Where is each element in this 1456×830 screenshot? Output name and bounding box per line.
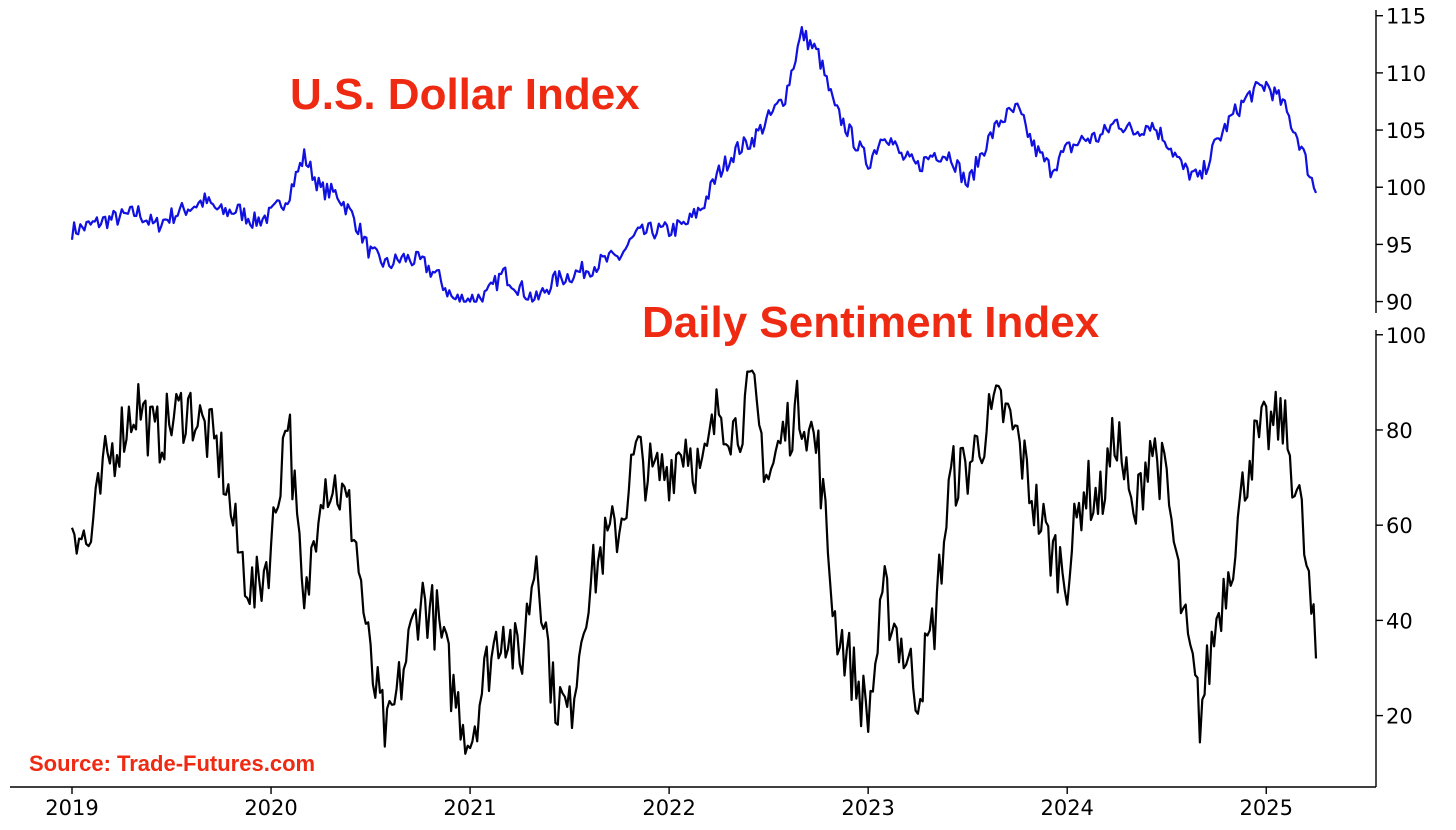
x-tick-label: 2021: [443, 796, 496, 820]
sentiment-y-tick-label: 40: [1386, 609, 1413, 633]
sentiment-y-tick-label: 80: [1386, 419, 1413, 443]
sentiment-index-title: Daily Sentiment Index: [642, 298, 1100, 347]
x-tick-label: 2023: [841, 796, 894, 820]
sentiment-index-line: [70, 369, 1318, 755]
sentiment-y-tick-label: 60: [1386, 514, 1413, 538]
x-tick-label: 2019: [45, 796, 98, 820]
x-tick-label: 2022: [642, 796, 695, 820]
dollar-y-tick-label: 105: [1386, 119, 1426, 143]
x-tick-label: 2020: [244, 796, 297, 820]
sentiment-y-tick-label: 20: [1386, 705, 1413, 729]
dollar-y-tick-label: 90: [1386, 291, 1413, 315]
dollar-y-tick-label: 115: [1386, 5, 1426, 29]
dollar-index-line: [70, 26, 1318, 303]
dollar-index-title: U.S. Dollar Index: [290, 70, 640, 119]
sentiment-y-tick-label: 100: [1386, 324, 1426, 348]
dollar-y-tick-label: 110: [1386, 62, 1426, 86]
source-note: Source: Trade-Futures.com: [29, 751, 316, 776]
dollar-y-tick-label: 100: [1386, 176, 1426, 200]
x-tick-label: 2024: [1040, 796, 1093, 820]
dollar-y-tick-label: 95: [1386, 233, 1413, 257]
x-tick-label: 2025: [1240, 796, 1293, 820]
